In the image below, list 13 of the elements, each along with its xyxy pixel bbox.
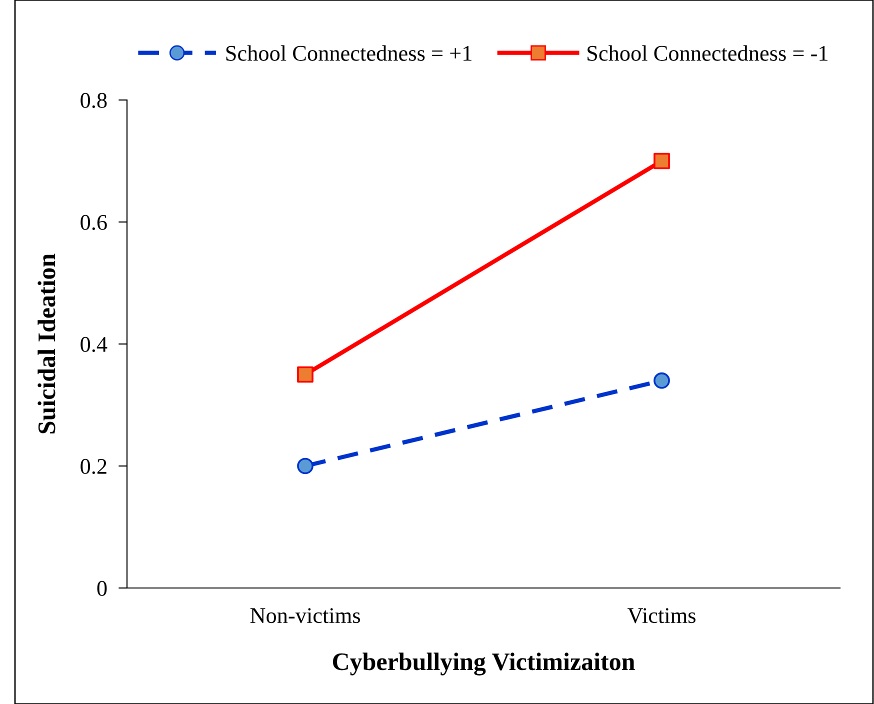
legend-label: School Connectedness = -1 [588,45,828,61]
x-tick-label: Non-victims [250,608,360,624]
x-tick-label: Victims [627,608,696,624]
legend-label: School Connectedness = +1 [226,45,472,61]
point [297,366,314,383]
y-tick-label: 0.2 [80,458,106,474]
point [654,152,670,170]
y-tick-label: 0 [97,580,107,596]
y-tick-label: 0.4 [80,336,108,352]
y-axis-title: Suicidal Ideation [38,254,56,434]
y-tick-label: 0.6 [80,214,107,230]
y-tick-label: 0.8 [80,92,107,108]
x-axis-title: Cyberbullying Victimizaiton [332,652,635,676]
